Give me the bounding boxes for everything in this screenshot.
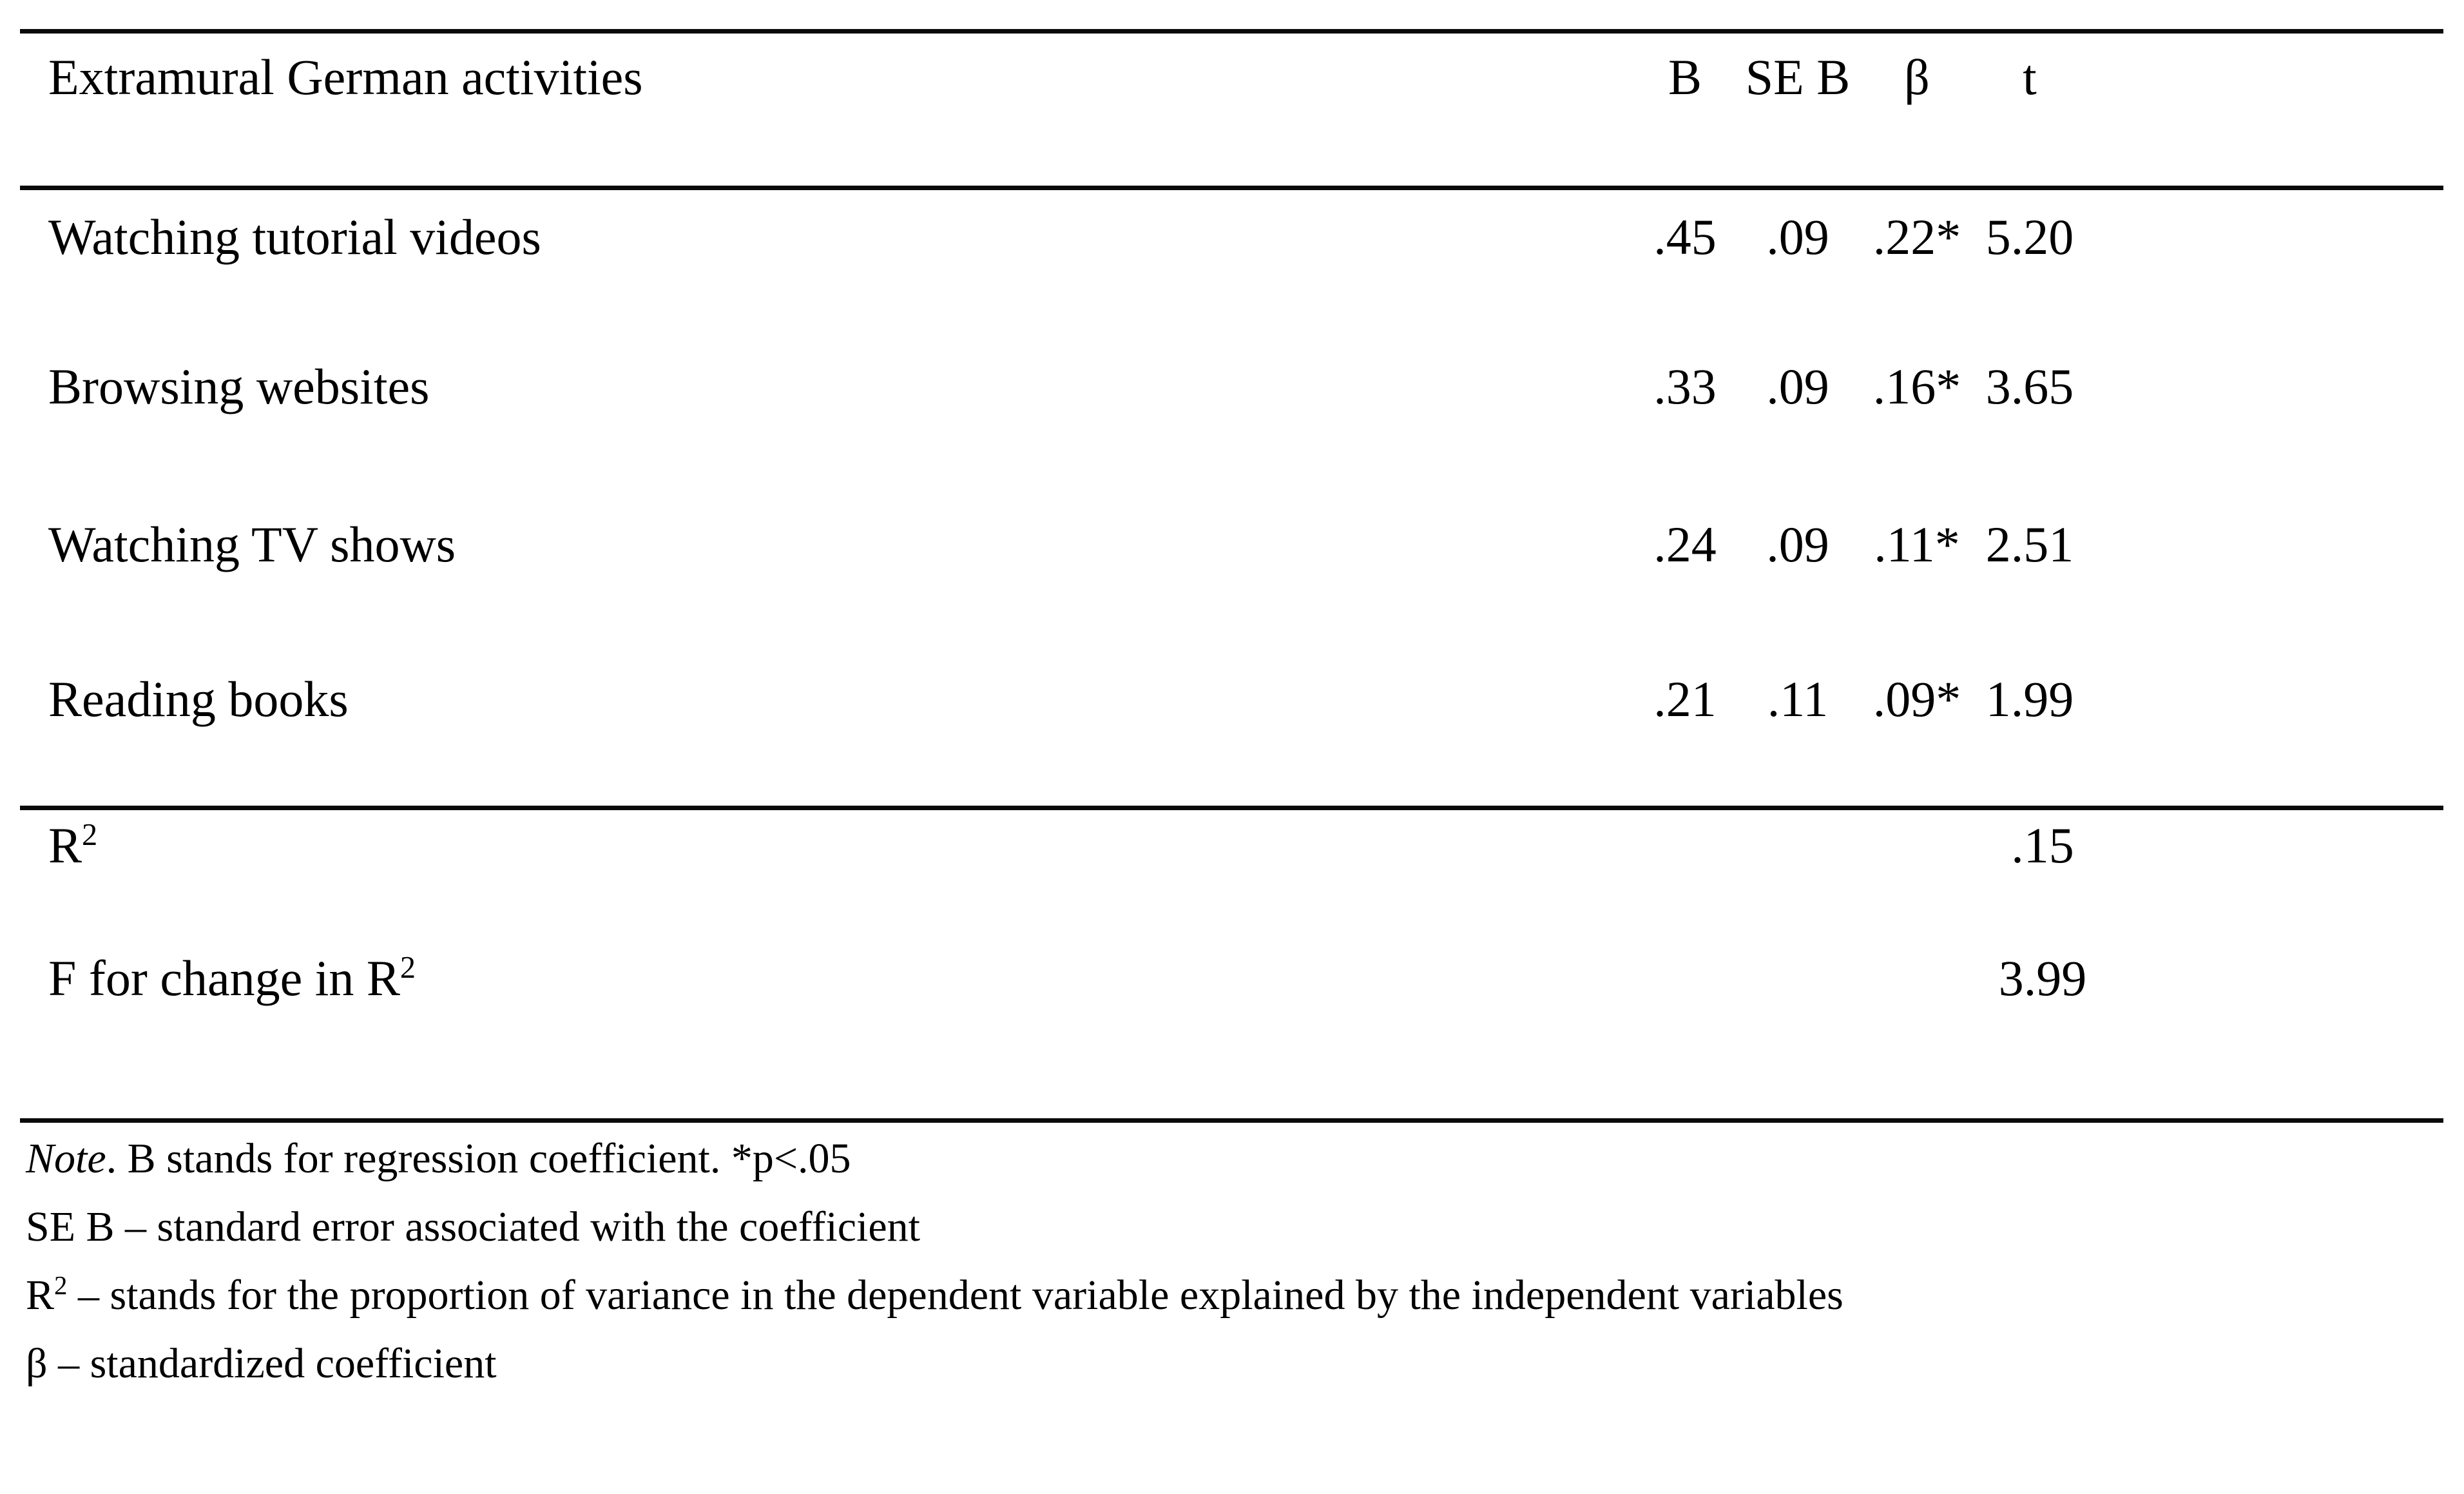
- table-note-line-4: β – standardized coefficient: [26, 1337, 497, 1391]
- column-header-beta: β: [1904, 49, 1930, 105]
- cell-beta: .22*: [1872, 209, 1961, 265]
- cell-b: .24: [1653, 516, 1717, 572]
- note-se-b-definition: SE B – standard error associated with th…: [26, 1203, 920, 1250]
- cell-b: .45: [1653, 209, 1717, 265]
- note-body-text: . B stands for regression coefficient. *…: [106, 1135, 851, 1182]
- row-label-activity: Reading books: [48, 671, 349, 727]
- note-italic-lead: Note: [26, 1135, 106, 1182]
- summary-row-f-change: F for change in R2 3.99: [20, 946, 2443, 1011]
- cell-beta: .16*: [1872, 358, 1961, 414]
- table-rule-above-summary: [20, 806, 2443, 810]
- note-r2-definition: – stands for the proportion of variance …: [67, 1272, 1843, 1319]
- cell-se-b: .11: [1767, 671, 1829, 727]
- table-row: Watching TV shows .24 .09 .11* 2.51: [20, 512, 2443, 577]
- cell-t: 5.20: [1985, 209, 2074, 265]
- column-header-t: t: [2023, 49, 2037, 105]
- note-r2-symbol: R: [26, 1272, 55, 1319]
- table-note-line-1: Note. B stands for regression coefficien…: [26, 1132, 851, 1186]
- cell-beta: .09*: [1872, 671, 1961, 727]
- table-row: Watching tutorial videos .45 .09 .22* 5.…: [20, 205, 2443, 269]
- cell-t: 2.51: [1985, 516, 2074, 572]
- cell-t: 3.65: [1985, 358, 2074, 414]
- summary-label-r-squared: R2: [48, 813, 97, 878]
- summary-label-text: R: [48, 817, 82, 873]
- row-label-activity: Watching TV shows: [48, 516, 456, 572]
- cell-beta: .11*: [1874, 516, 1960, 572]
- cell-b: .33: [1653, 358, 1717, 414]
- row-label-activity: Watching tutorial videos: [48, 209, 541, 265]
- summary-row-r-squared: R2 .15: [20, 813, 2443, 878]
- table-row: Reading books .21 .11 .09* 1.99: [20, 667, 2443, 732]
- cell-b: .21: [1653, 671, 1717, 727]
- superscript-two: 2: [399, 951, 416, 985]
- table-row: Browsing websites .33 .09 .16* 3.65: [20, 354, 2443, 419]
- summary-value-r-squared: .15: [2011, 817, 2074, 873]
- cell-t: 1.99: [1985, 671, 2074, 727]
- table-note-line-3: R2 – stands for the proportion of varian…: [26, 1268, 1843, 1323]
- column-header-b: B: [1668, 49, 1702, 105]
- column-header-se-b: SE B: [1745, 49, 1851, 105]
- superscript-two: 2: [82, 818, 98, 852]
- summary-label-text: F for change in R: [48, 950, 400, 1006]
- table-note-line-2: SE B – standard error associated with th…: [26, 1200, 920, 1254]
- table-rule-below-header: [20, 186, 2443, 190]
- row-label-activity: Browsing websites: [48, 358, 430, 414]
- summary-label-f-change: F for change in R2: [48, 946, 416, 1011]
- cell-se-b: .09: [1766, 516, 1829, 572]
- cell-se-b: .09: [1766, 209, 1829, 265]
- summary-value-f-change: 3.99: [1998, 950, 2087, 1006]
- table-rule-above-notes: [20, 1118, 2443, 1123]
- table-header-row: Extramural German activities B SE B β t: [20, 45, 2443, 110]
- superscript-two: 2: [54, 1271, 68, 1300]
- note-beta-definition: β – standardized coefficient: [26, 1340, 497, 1387]
- column-header-stub: Extramural German activities: [48, 49, 643, 105]
- table-rule-top: [20, 29, 2443, 34]
- cell-se-b: .09: [1766, 358, 1829, 414]
